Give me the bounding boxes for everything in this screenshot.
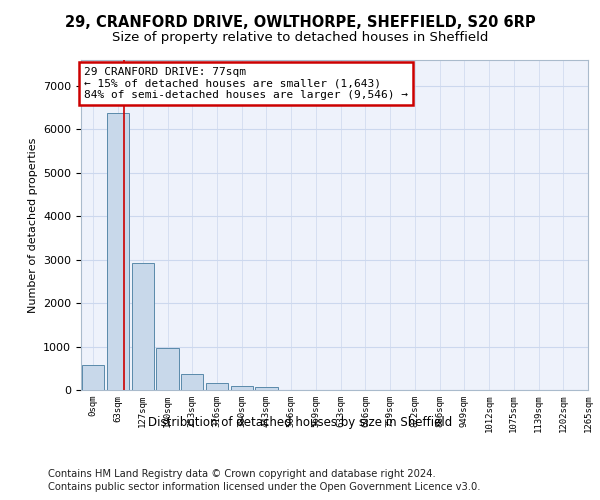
- Text: Size of property relative to detached houses in Sheffield: Size of property relative to detached ho…: [112, 31, 488, 44]
- Bar: [256, 388, 278, 390]
- Bar: [107, 113, 129, 390]
- Bar: [230, 386, 253, 390]
- Text: 29, CRANFORD DRIVE, OWLTHORPE, SHEFFIELD, S20 6RP: 29, CRANFORD DRIVE, OWLTHORPE, SHEFFIELD…: [65, 15, 535, 30]
- Text: Distribution of detached houses by size in Sheffield: Distribution of detached houses by size …: [148, 416, 452, 429]
- Y-axis label: Number of detached properties: Number of detached properties: [28, 138, 38, 312]
- Bar: [82, 365, 104, 390]
- Text: 29 CRANFORD DRIVE: 77sqm
← 15% of detached houses are smaller (1,643)
84% of sem: 29 CRANFORD DRIVE: 77sqm ← 15% of detach…: [84, 66, 408, 100]
- Bar: [157, 348, 179, 390]
- Bar: [132, 263, 154, 390]
- Text: Contains HM Land Registry data © Crown copyright and database right 2024.: Contains HM Land Registry data © Crown c…: [48, 469, 436, 479]
- Text: Contains public sector information licensed under the Open Government Licence v3: Contains public sector information licen…: [48, 482, 481, 492]
- Bar: [181, 374, 203, 390]
- Bar: [206, 383, 228, 390]
